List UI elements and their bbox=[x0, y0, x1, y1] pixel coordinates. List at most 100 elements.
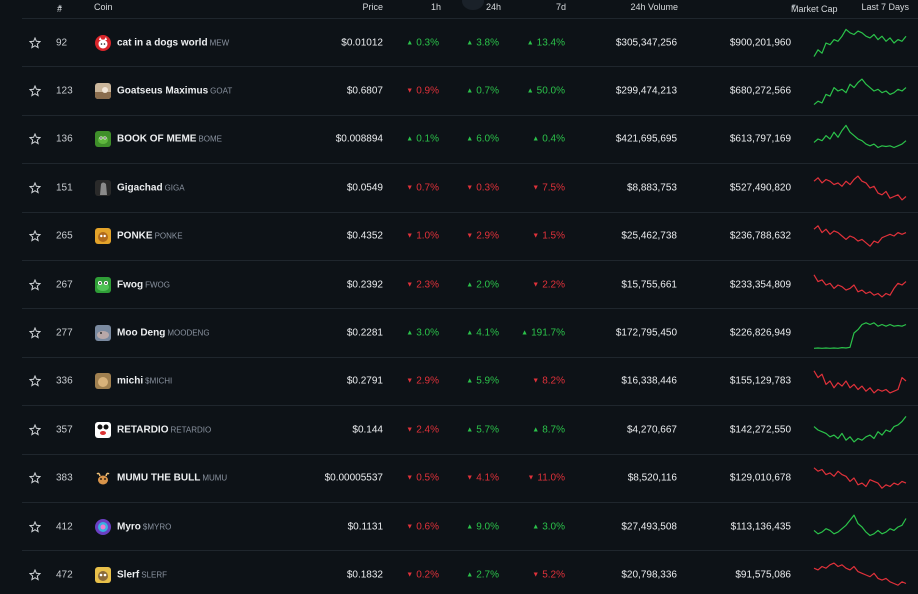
change-24h-value: 9.0% bbox=[476, 521, 499, 532]
caret-down-icon: ▼ bbox=[532, 232, 540, 240]
goat-coin-icon bbox=[95, 82, 111, 99]
coin-symbol: MOODENG bbox=[167, 328, 210, 338]
table-row[interactable]: 265 PONKE PONKE $0.4352 ▼ 1.0% ▼ 2.9% ▼ 1.5% $25,4… bbox=[22, 211, 918, 260]
change-1h: ▲ 3.0% bbox=[406, 327, 439, 338]
24h-volume-header[interactable]: 24h Volume bbox=[630, 2, 678, 12]
coin-name-link[interactable]: Myro $MYRO bbox=[117, 521, 171, 532]
coin-header[interactable]: Coin bbox=[94, 2, 113, 12]
coin-symbol: FWOG bbox=[145, 280, 170, 289]
favorite-star-icon[interactable] bbox=[28, 84, 42, 97]
volume-24h: $299,474,213 bbox=[615, 85, 677, 97]
volume-24h: $4,270,667 bbox=[626, 424, 677, 436]
change-1h: ▼ 0.5% bbox=[406, 473, 439, 484]
fwog-coin-icon bbox=[95, 276, 111, 293]
favorite-star-icon[interactable] bbox=[28, 181, 42, 194]
change-7d-value: 8.7% bbox=[542, 424, 565, 436]
coin-name-link[interactable]: cat in a dogs world MEW bbox=[117, 37, 229, 48]
coin-name-link[interactable]: Goatseus Maximus GOAT bbox=[117, 85, 232, 96]
price: $0.0549 bbox=[346, 182, 383, 194]
table-row[interactable]: 92 cat in a dogs world MEW $0.01012 ▲ 0.3% ▲ 3.… bbox=[22, 18, 918, 66]
change-1h: ▼ 1.0% bbox=[406, 231, 439, 242]
favorite-star-icon[interactable] bbox=[28, 278, 42, 291]
caret-up-icon: ▲ bbox=[466, 523, 474, 530]
table-row[interactable]: 136 BOOK OF MEME BOME $0.008894 ▲ 0.1% ▲ 6.0% ▲ 0… bbox=[22, 114, 918, 163]
change-7d-value: 8.2% bbox=[542, 375, 565, 387]
coin-name-link[interactable]: Fwog FWOG bbox=[117, 279, 170, 290]
sparkline-7d bbox=[813, 273, 907, 297]
coin-name: MUMU THE BULL bbox=[117, 472, 201, 484]
favorite-star-icon[interactable] bbox=[28, 133, 42, 145]
change-24h: ▲ 2.0% bbox=[466, 279, 499, 290]
table-row[interactable]: 151 Gigachad GIGA $0.0549 ▼ 0.7% ▼ 0.3% ▼ 7.5% $8,… bbox=[22, 163, 918, 211]
24h-header[interactable]: 24h bbox=[485, 2, 501, 12]
change-7d: ▲ 13.4% bbox=[527, 37, 565, 48]
table-row[interactable]: 277 Moo Deng MOODENG $0.2281 ▲ 3.0% ▲ 4.1% ▲ 191.… bbox=[22, 308, 918, 356]
change-24h: ▼ 2.9% bbox=[466, 231, 499, 242]
favorite-star-icon[interactable] bbox=[28, 423, 42, 436]
sparkline-7d bbox=[813, 175, 907, 201]
book-coin-icon bbox=[95, 131, 111, 148]
caret-down-icon: ▼ bbox=[532, 377, 540, 385]
favorite-star-icon[interactable] bbox=[28, 229, 42, 242]
change-24h: ▲ 3.8% bbox=[466, 37, 499, 48]
coin-name-link[interactable]: Moo Deng MOODENG bbox=[117, 327, 210, 338]
favorite-star-icon[interactable] bbox=[28, 520, 42, 533]
favorite-star-icon[interactable] bbox=[28, 375, 42, 387]
caret-up-icon: ▲ bbox=[406, 329, 414, 337]
change-7d: ▼ 8.2% bbox=[532, 376, 565, 387]
ponke-coin-icon bbox=[95, 228, 111, 245]
favorite-star-icon[interactable] bbox=[28, 568, 42, 581]
change-24h-value: 0.3% bbox=[476, 182, 499, 194]
caret-up-icon: ▲ bbox=[526, 39, 534, 46]
coin-symbol: $MICHI bbox=[145, 376, 173, 386]
market-cap: $91,575,086 bbox=[735, 569, 791, 581]
price: $0.1131 bbox=[347, 521, 383, 532]
change-7d-value: 11.0% bbox=[537, 472, 565, 484]
coin-name: Moo Deng bbox=[117, 327, 166, 339]
favorite-star-icon[interactable] bbox=[28, 471, 42, 484]
coin-name-link[interactable]: RETARDIO RETARDIO bbox=[117, 424, 211, 435]
price: $0.2281 bbox=[346, 327, 383, 339]
change-7d-value: 0.4% bbox=[542, 133, 565, 145]
price: $0.01012 bbox=[341, 37, 383, 48]
market-cap: $900,201,960 bbox=[729, 37, 791, 48]
market-cap-header-label: Market Cap bbox=[791, 4, 838, 14]
table-row[interactable]: 267 Fwog FWOG $0.2392 ▼ 2.3% ▲ 2.0% ▼ 2.2% $15,755… bbox=[22, 260, 918, 308]
rank: 265 bbox=[56, 230, 73, 242]
table-row[interactable]: 412 Myro $MYRO $0.1131 ▼ 0.6% ▲ 9.0% ▲ 3.0% $27,49… bbox=[22, 502, 918, 550]
sparkline-7d bbox=[813, 415, 907, 443]
coin-name-link[interactable]: BOOK OF MEME BOME bbox=[117, 134, 222, 145]
table-row[interactable]: 383 MUMU THE BULL MUMU $0.00005537 ▼ 0.5% ▼ 4.1… bbox=[22, 453, 918, 502]
price-header[interactable]: Price bbox=[362, 2, 383, 12]
sparkline-path bbox=[813, 415, 907, 443]
coin-name: PONKE bbox=[117, 230, 153, 242]
sparkline-7d bbox=[813, 562, 907, 586]
caret-up-icon: ▲ bbox=[532, 523, 540, 530]
coin-name-link[interactable]: Slerf SLERF bbox=[117, 569, 167, 580]
coin-name: Fwog bbox=[117, 279, 144, 290]
coin-name-link[interactable]: Gigachad GIGA bbox=[117, 182, 185, 193]
coin-name-link[interactable]: PONKE PONKE bbox=[117, 231, 183, 242]
table-row[interactable]: 357 RETARDIO RETARDIO $0.144 ▼ 2.4% ▲ 5.7% ▲ 8.7%… bbox=[22, 405, 918, 453]
coin-name-link[interactable]: MUMU THE BULL MUMU bbox=[117, 473, 227, 484]
1h-header[interactable]: 1h bbox=[430, 2, 441, 12]
table-row[interactable]: 123 Goatseus Maximus GOAT $0.6807 ▼ 0.9% ▲ 0.7%… bbox=[22, 66, 918, 114]
price: $0.4352 bbox=[346, 230, 383, 242]
favorite-star-icon[interactable] bbox=[28, 36, 42, 49]
change-1h-value: 2.4% bbox=[416, 424, 439, 436]
coin-symbol: GOAT bbox=[210, 86, 233, 96]
7d-header[interactable]: 7d bbox=[555, 2, 566, 12]
change-1h: ▼ 0.7% bbox=[406, 182, 439, 193]
caret-down-icon: ▼ bbox=[406, 87, 414, 95]
table-row[interactable]: 336 michi $MICHI $0.2791 ▼ 2.9% ▲ 5.9% ▼ 8.2% $16,… bbox=[22, 356, 918, 405]
caret-up-icon: ▲ bbox=[526, 87, 534, 95]
coin-name-link[interactable]: michi $MICHI bbox=[117, 376, 172, 387]
rank: 412 bbox=[56, 521, 73, 532]
sort-arrow-icon: ▼ bbox=[791, 4, 797, 10]
price: $0.1832 bbox=[346, 569, 383, 581]
change-1h: ▼ 2.3% bbox=[406, 279, 439, 290]
favorite-star-icon[interactable] bbox=[28, 326, 42, 339]
market-cap: $527,490,820 bbox=[729, 182, 791, 194]
table-row[interactable]: 472 Slerf SLERF $0.1832 ▼ 0.2% ▲ 2.7% ▼ 5.2% $20,7… bbox=[22, 550, 918, 594]
change-7d: ▼ 2.2% bbox=[532, 279, 565, 290]
